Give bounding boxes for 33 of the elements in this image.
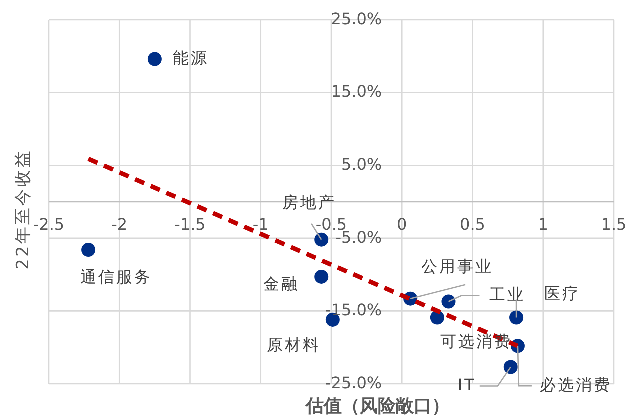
x-tick-label: 0 [397, 215, 408, 234]
annotation: 金融 [264, 274, 300, 294]
x-tick-label: 1.5 [601, 215, 627, 234]
x-tick-label: -2 [112, 215, 128, 234]
point [148, 52, 162, 66]
annotation: 公用事业 [422, 257, 494, 276]
annotation: IT [458, 376, 476, 395]
y-tick-label: 25.0% [331, 9, 382, 28]
point [442, 294, 456, 309]
point [314, 232, 329, 247]
y-axis-title: 22年至今收益 [12, 148, 34, 272]
point [510, 310, 524, 325]
annotation: 房地产 [282, 193, 337, 212]
annotation: 必选消费 [540, 376, 612, 395]
point [314, 270, 329, 284]
x-tick-label: -1.5 [174, 215, 206, 234]
point [430, 310, 444, 325]
annotation: 原材料 [266, 335, 321, 354]
y-tick-label: 5.0% [341, 154, 382, 174]
annotation: 医疗 [544, 284, 581, 304]
annotation: 通信服务 [80, 267, 153, 286]
point [504, 360, 518, 374]
y-tick-label: -25.0% [326, 373, 382, 392]
annotation: 能源 [172, 48, 209, 68]
annotation: 工业 [490, 285, 526, 304]
x-axis-title: 估值（风险敞口） [304, 395, 451, 417]
x-tick-label: -1 [252, 215, 269, 234]
y-tick-label: 15.0% [331, 82, 382, 102]
x-tick-label: 0.5 [460, 215, 486, 234]
point [82, 243, 96, 258]
x-tick-label: 1 [538, 215, 548, 234]
x-tick-label: -2.5 [33, 215, 65, 234]
y-tick-label: -15.0% [326, 300, 382, 320]
